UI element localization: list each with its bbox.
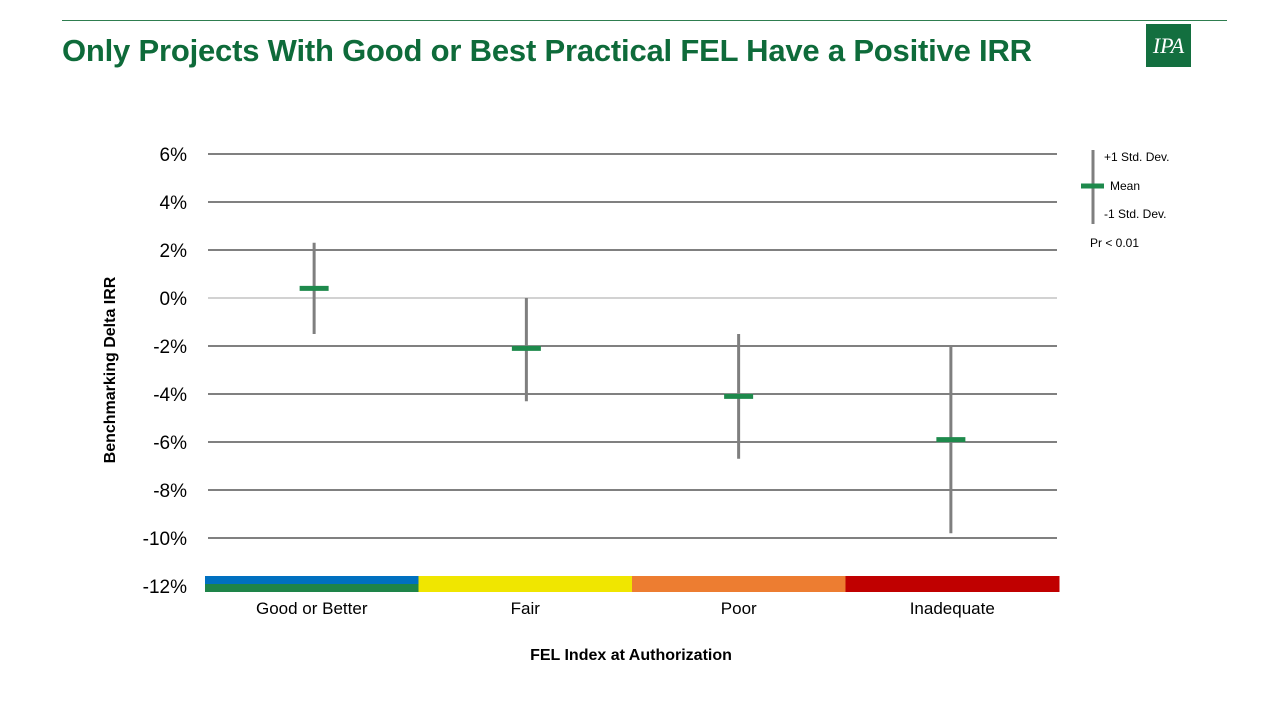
y-tick-label: 2%: [160, 241, 188, 262]
category-band: [632, 576, 846, 592]
x-tick-label: Good or Better: [256, 599, 368, 618]
legend-minus-label: -1 Std. Dev.: [1104, 207, 1166, 221]
ipa-logo: IPA: [1146, 24, 1191, 67]
y-tick-label: -4%: [153, 385, 187, 406]
title-rule: [62, 20, 1227, 21]
legend-plus-label: +1 Std. Dev.: [1104, 150, 1169, 164]
y-axis-label: Benchmarking Delta IRR: [102, 276, 119, 463]
x-tick-label: Fair: [511, 599, 541, 618]
category-band: [418, 576, 633, 592]
gridlines: [208, 153, 1057, 539]
y-tick-label: -10%: [143, 529, 187, 550]
x-tick-labels: Good or Better Fair Poor Inadequate: [256, 599, 995, 618]
y-tick-label: 4%: [160, 193, 188, 214]
y-tick-label: 6%: [160, 145, 188, 166]
y-tick-label: -8%: [153, 481, 187, 502]
y-tick-label: -6%: [153, 433, 187, 454]
y-tick-label: -2%: [153, 337, 187, 358]
x-tick-label: Poor: [721, 599, 757, 618]
x-tick-label: Inadequate: [910, 599, 995, 618]
category-band: [205, 584, 419, 592]
y-tick-label: -12%: [143, 577, 187, 598]
y-tick-label: 0%: [160, 289, 188, 310]
y-tick-labels: 6% 4% 2% 0% -2% -4% -6% -8% -10% -12%: [143, 145, 187, 598]
legend-significance-note: Pr < 0.01: [1090, 236, 1139, 250]
category-band: [205, 576, 419, 584]
error-bars: [299, 242, 966, 534]
category-color-bands: [205, 576, 1060, 592]
legend-mean-label: Mean: [1110, 179, 1140, 193]
slide-title: Only Projects With Good or Best Practica…: [62, 33, 1032, 68]
legend: +1 Std. Dev. Mean -1 Std. Dev. Pr < 0.01: [1081, 150, 1169, 250]
x-axis-label: FEL Index at Authorization: [530, 647, 732, 664]
category-band: [845, 576, 1060, 592]
